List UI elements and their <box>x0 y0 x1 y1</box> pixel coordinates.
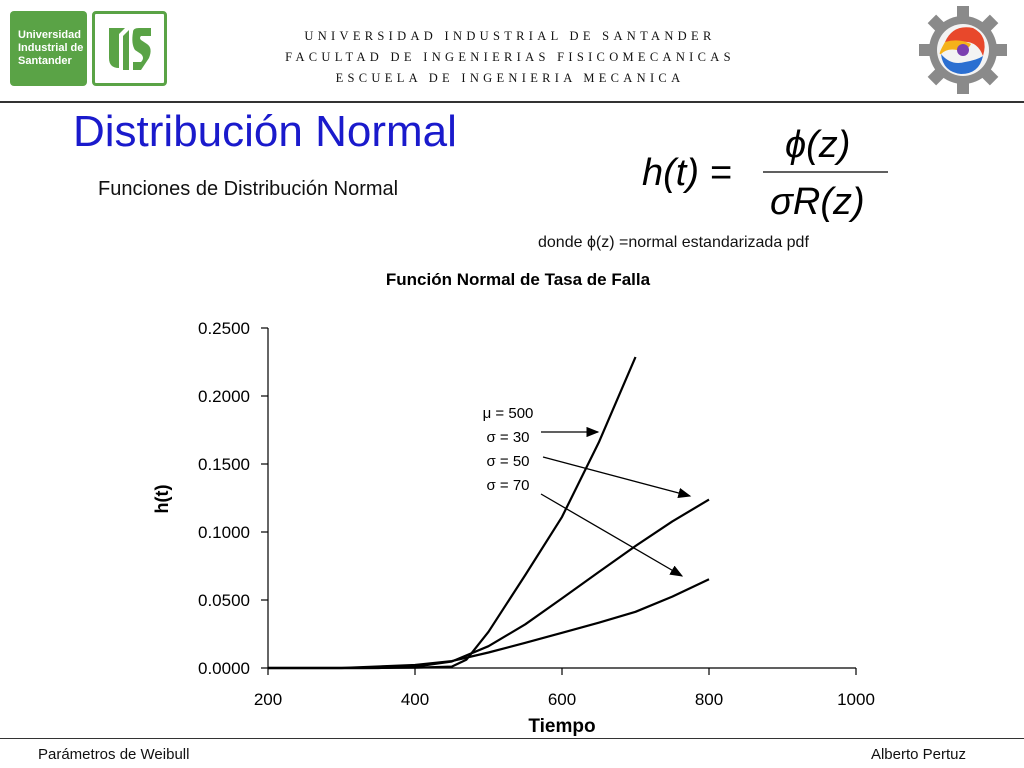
formula-denominator: σR(z) <box>770 181 865 223</box>
university-logo-text: Universidad Industrial de Santander <box>10 11 87 86</box>
formula-numerator: ϕ(z) <box>785 124 850 166</box>
logo-line: Universidad <box>18 29 81 41</box>
x-tick-label: 600 <box>548 690 576 709</box>
chart-axes: 0.0000 0.0500 0.1000 0.1500 0.2000 0.2500 200 4… <box>198 319 875 709</box>
x-tick-label: 400 <box>401 690 429 709</box>
footer-divider <box>0 738 1024 739</box>
chart-series-group <box>268 356 710 670</box>
annotation-sigma-30: σ = 30 <box>486 429 529 446</box>
chart-title: Función Normal de Tasa de Falla <box>386 270 651 289</box>
y-tick-label: 0.0500 <box>198 591 250 610</box>
institution-line-2: FACULTAD DE INGENIERIAS FISICOMECANICAS <box>285 50 735 64</box>
annotation-mu: μ = 500 <box>483 405 534 422</box>
footer-left-text: Parámetros de Weibull <box>38 746 190 763</box>
arrow-sigma-70 <box>540 493 684 577</box>
institution-line-3: ESCUELA DE INGENIERIA MECANICA <box>335 71 685 85</box>
chart-annotation: μ = 500 σ = 30 σ = 50 σ = 70 <box>483 405 692 577</box>
header-divider <box>0 101 1024 103</box>
series-line-2 <box>268 498 710 670</box>
x-tick-label: 800 <box>695 690 723 709</box>
y-tick-label: 0.2500 <box>198 319 250 338</box>
annotation-sigma-50: σ = 50 <box>486 453 529 470</box>
uis-emblem-icon <box>109 28 151 70</box>
y-axis-label: h(t) <box>152 485 172 514</box>
arrow-sigma-50 <box>542 456 692 499</box>
x-tick-label: 200 <box>254 690 282 709</box>
hazard-rate-formula: h(t) = ϕ(z) σR(z) <box>642 124 888 223</box>
y-tick-label: 0.1500 <box>198 455 250 474</box>
formula-note: donde ϕ(z) =normal estandarizada pdf <box>538 234 809 251</box>
gear-logo <box>918 4 1008 101</box>
institution-line-1: UNIVERSIDAD INDUSTRIAL DE SANTANDER <box>304 29 716 43</box>
slide-title: Distribución Normal <box>73 107 457 156</box>
x-axis-label: Tiempo <box>528 716 595 737</box>
x-tick-label: 1000 <box>837 690 875 709</box>
series-line-3 <box>268 578 710 670</box>
logo-line: Santander <box>18 55 72 67</box>
gear-icon <box>919 6 1007 94</box>
y-tick-label: 0.1000 <box>198 523 250 542</box>
y-tick-label: 0.2000 <box>198 387 250 406</box>
footer-right-text: Alberto Pertuz <box>870 746 966 763</box>
y-tick-label: 0.0000 <box>198 659 250 678</box>
annotation-sigma-70: σ = 70 <box>486 477 529 494</box>
slide-subtitle: Funciones de Distribución Normal <box>98 178 399 200</box>
university-emblem-logo <box>92 11 167 86</box>
series-line-1 <box>268 356 637 670</box>
formula-lhs: h(t) = <box>642 152 732 194</box>
logo-line: Industrial de <box>18 42 84 54</box>
